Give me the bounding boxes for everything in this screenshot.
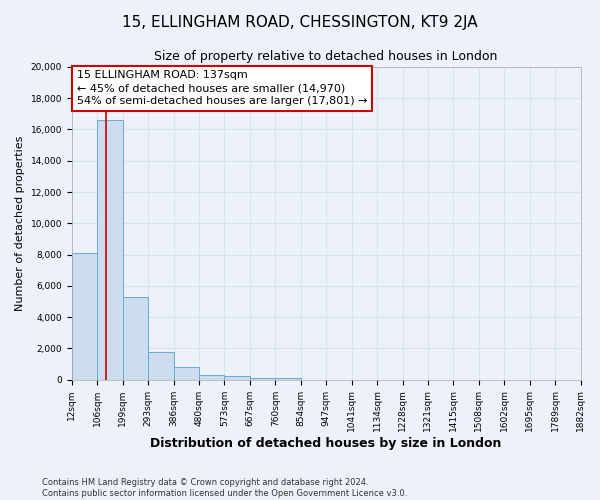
Title: Size of property relative to detached houses in London: Size of property relative to detached ho… [154,50,498,63]
Bar [97,120,122,380]
Text: 15 ELLINGHAM ROAD: 137sqm
← 45% of detached houses are smaller (14,970)
54% of s: 15 ELLINGHAM ROAD: 137sqm ← 45% of detac… [77,70,367,106]
Bar [173,367,199,380]
Bar [224,376,250,380]
Bar [72,253,97,380]
Y-axis label: Number of detached properties: Number of detached properties [15,136,25,311]
Text: Contains HM Land Registry data © Crown copyright and database right 2024.
Contai: Contains HM Land Registry data © Crown c… [42,478,407,498]
Bar [250,378,275,380]
X-axis label: Distribution of detached houses by size in London: Distribution of detached houses by size … [151,437,502,450]
Text: 15, ELLINGHAM ROAD, CHESSINGTON, KT9 2JA: 15, ELLINGHAM ROAD, CHESSINGTON, KT9 2JA [122,15,478,30]
Bar [275,378,301,380]
Bar [148,352,173,380]
Bar [122,296,148,380]
Bar [199,375,224,380]
